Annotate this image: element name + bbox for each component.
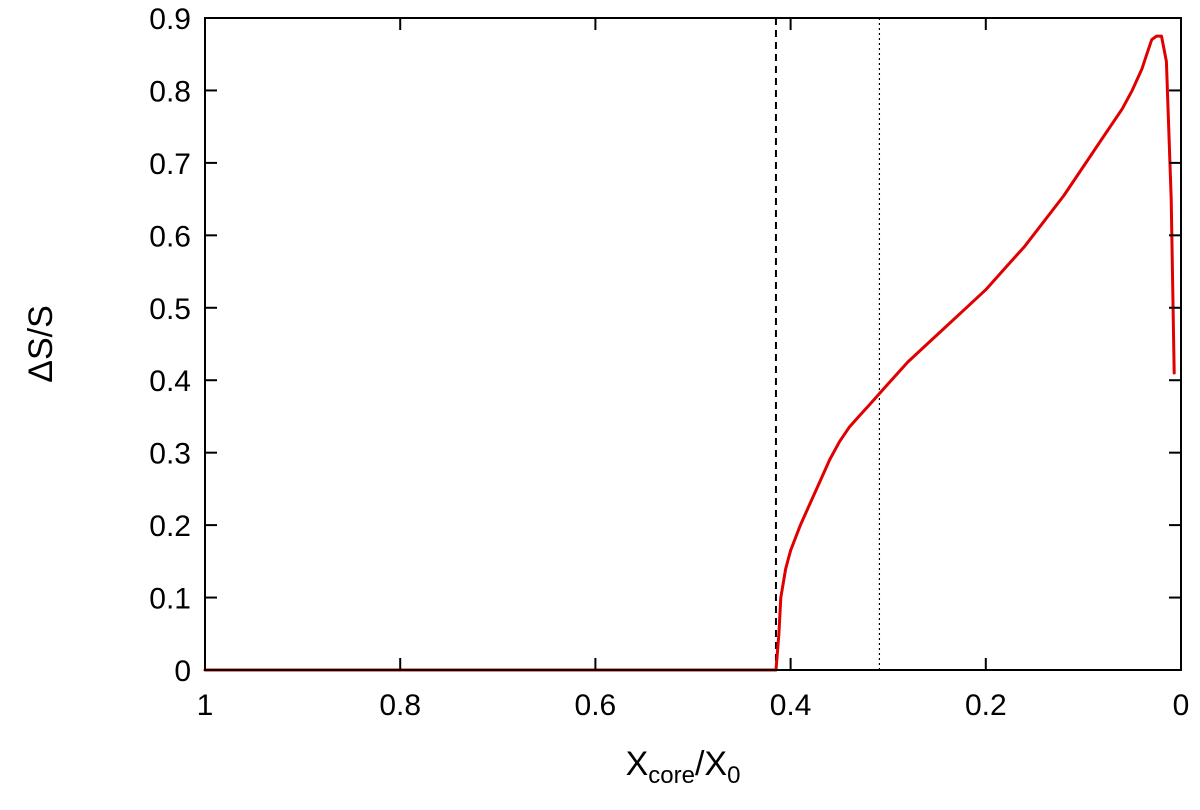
ticks: 0 0.1 0.2 0.3 0.4 0.5 0.6 0.7 0.8 0.9 1 0.8 0.6 0.4 0.… [149, 3, 1189, 722]
x-tick-label: 0.8 [379, 689, 421, 722]
x-tick-label: 0.4 [770, 689, 812, 722]
x-tick-label: 1 [197, 689, 214, 722]
x-tick-label: 0.6 [575, 689, 617, 722]
x-tick-label: 0 [1173, 689, 1190, 722]
x-axis-label-sub: core [648, 762, 695, 789]
y-tick-label: 0.8 [149, 75, 191, 108]
x-axis-label-sep: /X [695, 745, 727, 783]
y-tick-label: 0.1 [149, 583, 191, 616]
plot-frame [204, 17, 1182, 671]
y-tick-label: 0.6 [149, 220, 191, 253]
y-tick-label: 0.5 [149, 293, 191, 326]
y-axis-label: ΔS/S [22, 305, 60, 383]
y-tick-label: 0.3 [149, 438, 191, 471]
x-axis-label-sub2: 0 [727, 762, 740, 789]
x-axis-label-main: X [626, 745, 649, 783]
y-tick-label: 0.9 [149, 3, 191, 36]
y-tick-label: 0.7 [149, 148, 191, 181]
series-line [203, 34, 1176, 672]
y-tick-label: 0 [174, 655, 191, 688]
y-tick-label: 0.2 [149, 510, 191, 543]
x-tick-label: 0.2 [965, 689, 1007, 722]
plot-area [203, 18, 1176, 672]
x-axis-label: Xcore/X0 [626, 745, 741, 789]
y-tick-label: 0.4 [149, 365, 191, 398]
